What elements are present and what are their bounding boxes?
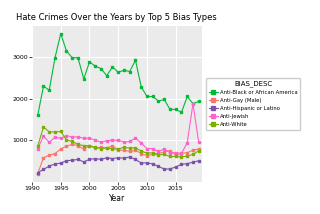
Legend: Anti-Black or African America, Anti-Gay (Male), Anti-Hispanic or Latino, Anti-Je: Anti-Black or African America, Anti-Gay … bbox=[206, 78, 300, 129]
Title: Hate Crimes Over the Years by Top 5 Bias Types: Hate Crimes Over the Years by Top 5 Bias… bbox=[16, 13, 217, 22]
X-axis label: Year: Year bbox=[109, 194, 125, 203]
